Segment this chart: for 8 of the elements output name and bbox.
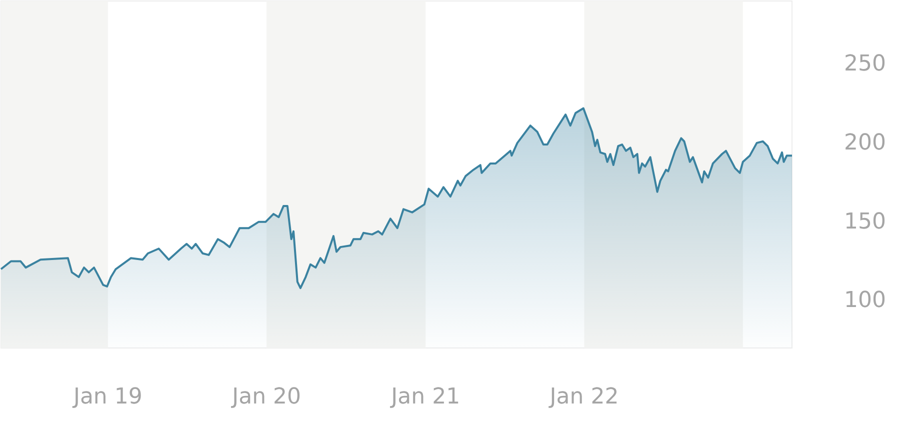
y-tick-label: 250 (844, 52, 886, 77)
x-tick-label: Jan 22 (548, 384, 619, 410)
y-tick-label: 150 (844, 209, 886, 234)
x-tick-label: Jan 20 (230, 384, 302, 410)
y-tick-label: 200 (844, 130, 886, 156)
y-tick-label: 100 (844, 288, 886, 314)
x-tick-label: Jan 21 (389, 384, 460, 410)
x-tick-label: Jan 19 (71, 384, 142, 410)
